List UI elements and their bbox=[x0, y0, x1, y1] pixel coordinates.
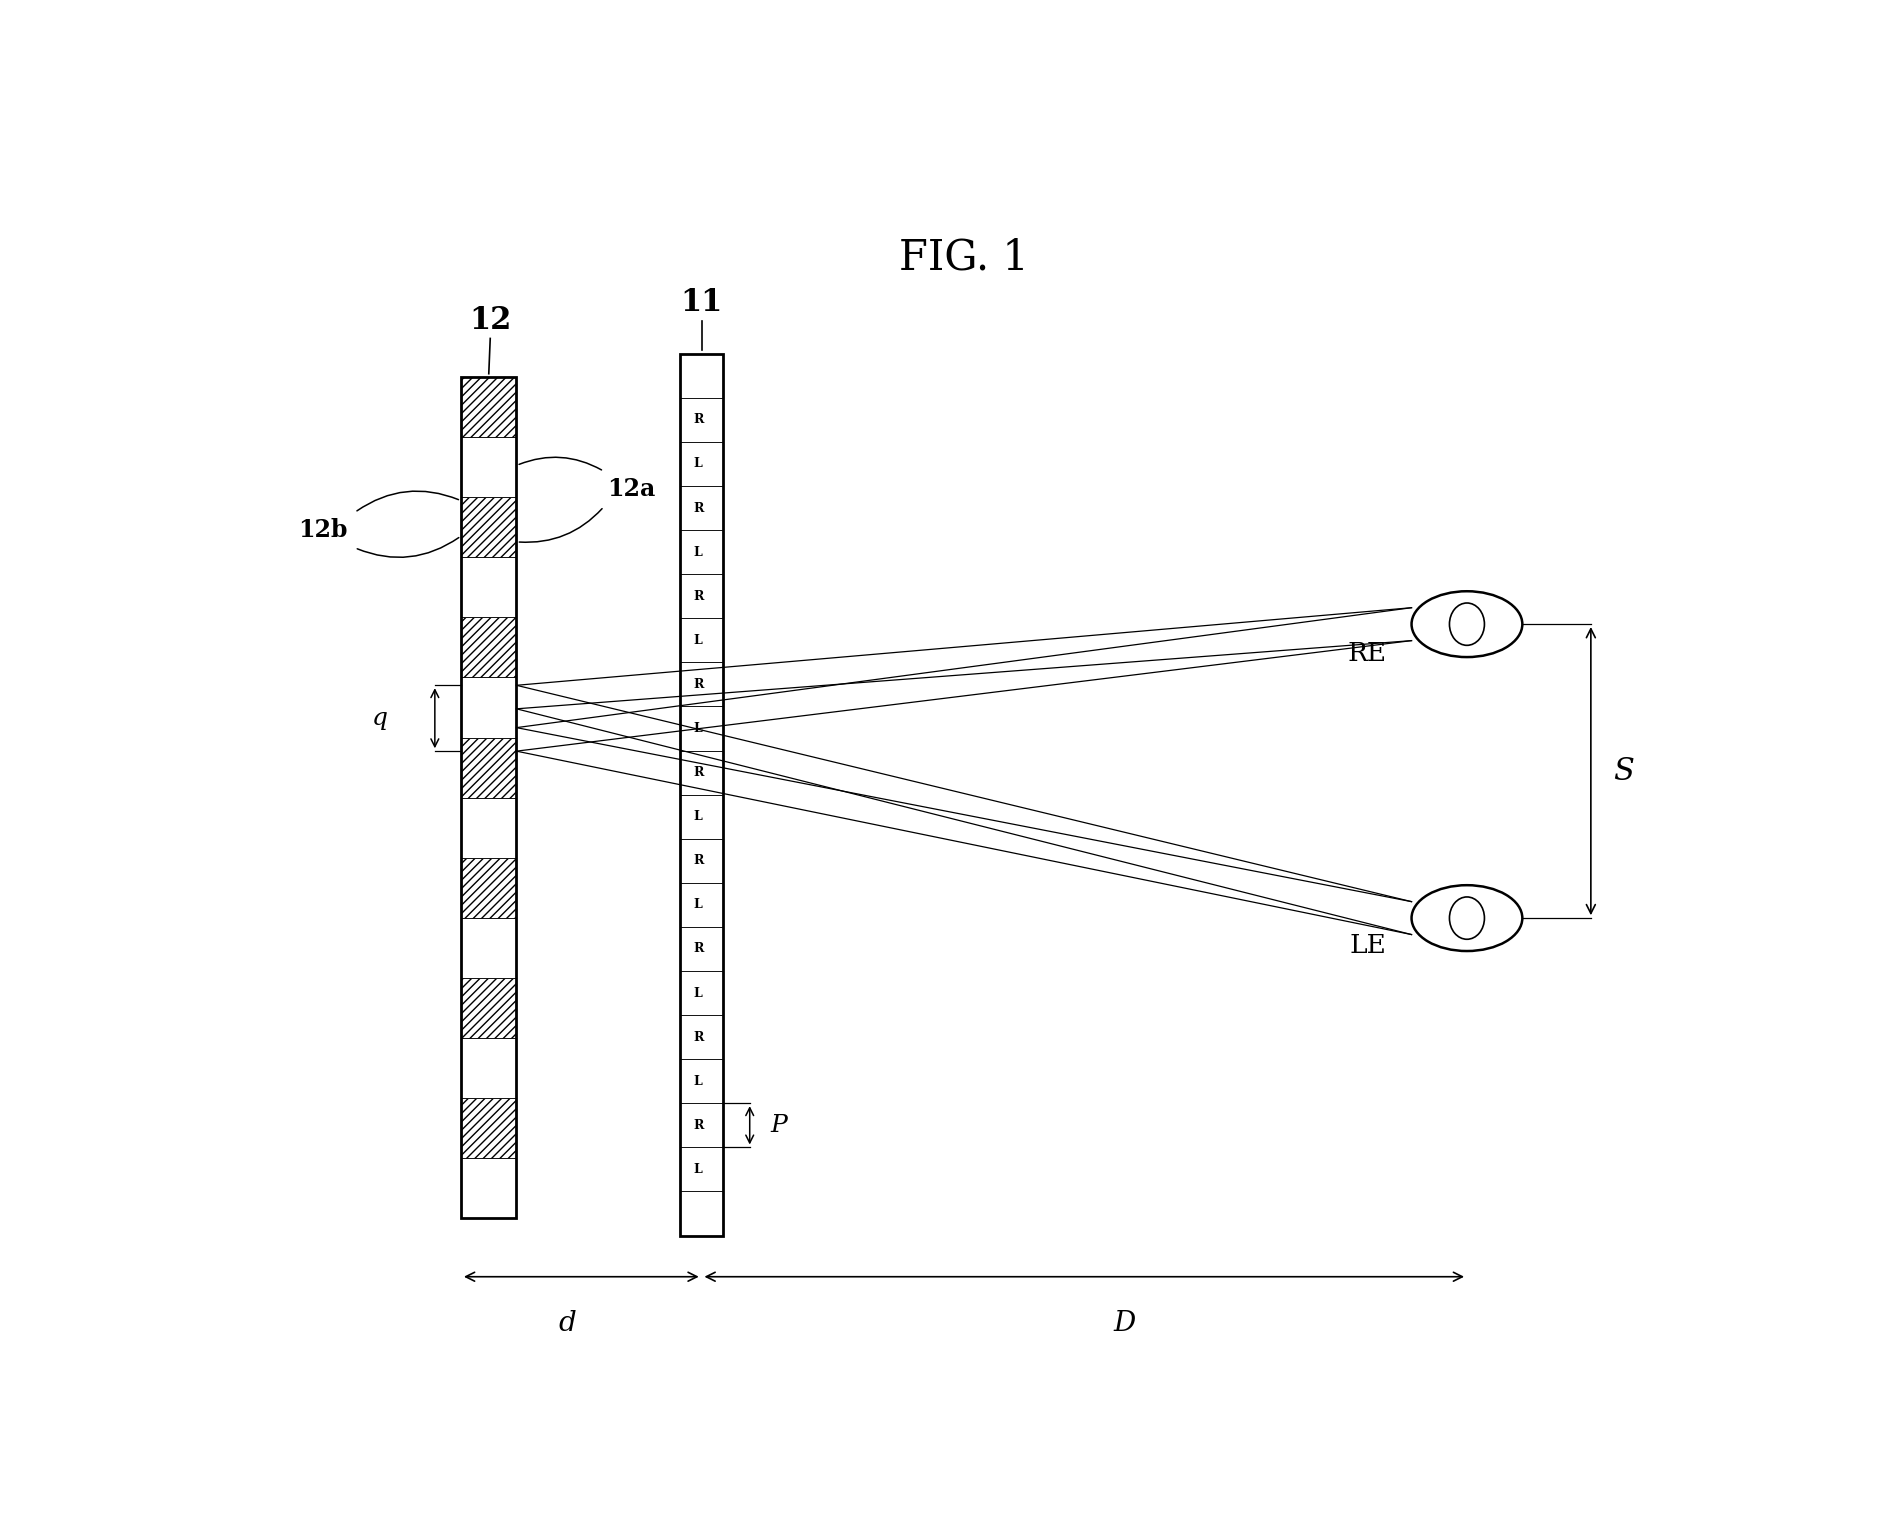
Bar bbox=[461, 377, 517, 437]
Text: S: S bbox=[1611, 756, 1632, 786]
Ellipse shape bbox=[1410, 591, 1521, 657]
Text: R: R bbox=[692, 942, 703, 956]
Bar bbox=[679, 1060, 724, 1104]
Bar bbox=[679, 794, 724, 838]
Bar bbox=[679, 530, 724, 574]
Bar bbox=[679, 354, 724, 1235]
Ellipse shape bbox=[1449, 603, 1483, 646]
Bar bbox=[461, 678, 517, 738]
Text: P: P bbox=[769, 1113, 786, 1136]
Text: L: L bbox=[694, 986, 701, 1000]
Text: R: R bbox=[692, 501, 703, 515]
Text: R: R bbox=[692, 1031, 703, 1043]
Text: L: L bbox=[694, 1164, 701, 1176]
Bar bbox=[461, 858, 517, 918]
Bar bbox=[679, 883, 724, 927]
Bar bbox=[679, 663, 724, 707]
Text: d: d bbox=[558, 1310, 575, 1336]
Text: L: L bbox=[694, 898, 701, 912]
Text: LE: LE bbox=[1350, 933, 1386, 957]
Bar bbox=[679, 1015, 724, 1060]
Bar bbox=[461, 557, 517, 617]
Bar bbox=[679, 618, 724, 663]
Text: R: R bbox=[692, 414, 703, 426]
Text: L: L bbox=[694, 634, 701, 647]
Text: 12b: 12b bbox=[297, 518, 348, 542]
Bar bbox=[679, 838, 724, 883]
Bar bbox=[461, 498, 517, 557]
Text: R: R bbox=[692, 678, 703, 690]
Bar bbox=[461, 1038, 517, 1098]
Bar bbox=[679, 1147, 724, 1191]
Text: L: L bbox=[694, 722, 701, 734]
Bar bbox=[461, 437, 517, 498]
Bar bbox=[461, 918, 517, 977]
Text: FIG. 1: FIG. 1 bbox=[899, 237, 1028, 278]
Bar bbox=[679, 399, 724, 441]
Bar bbox=[679, 707, 724, 751]
Text: R: R bbox=[692, 1119, 703, 1132]
Text: 11: 11 bbox=[681, 287, 722, 319]
Text: R: R bbox=[692, 854, 703, 867]
Text: R: R bbox=[692, 767, 703, 779]
Bar bbox=[679, 927, 724, 971]
Bar bbox=[461, 977, 517, 1038]
Bar bbox=[679, 751, 724, 794]
Text: D: D bbox=[1113, 1310, 1136, 1336]
Ellipse shape bbox=[1410, 886, 1521, 951]
Bar bbox=[679, 1191, 724, 1235]
Bar bbox=[679, 354, 724, 399]
Bar bbox=[461, 1157, 517, 1219]
Bar bbox=[679, 486, 724, 530]
Text: RE: RE bbox=[1346, 641, 1386, 666]
Text: 12a: 12a bbox=[607, 476, 654, 501]
Bar bbox=[679, 441, 724, 486]
Ellipse shape bbox=[1449, 896, 1483, 939]
Text: L: L bbox=[694, 458, 701, 470]
Bar bbox=[679, 574, 724, 618]
Text: L: L bbox=[694, 545, 701, 559]
Text: R: R bbox=[692, 589, 703, 603]
Text: L: L bbox=[694, 1075, 701, 1087]
Bar bbox=[461, 1098, 517, 1157]
Bar bbox=[461, 797, 517, 858]
Bar bbox=[679, 971, 724, 1015]
Text: q: q bbox=[372, 707, 387, 730]
Bar bbox=[461, 377, 517, 1219]
Text: L: L bbox=[694, 811, 701, 823]
Bar bbox=[679, 1104, 724, 1147]
Bar bbox=[461, 738, 517, 797]
Text: 12: 12 bbox=[468, 305, 511, 336]
Bar bbox=[461, 617, 517, 678]
